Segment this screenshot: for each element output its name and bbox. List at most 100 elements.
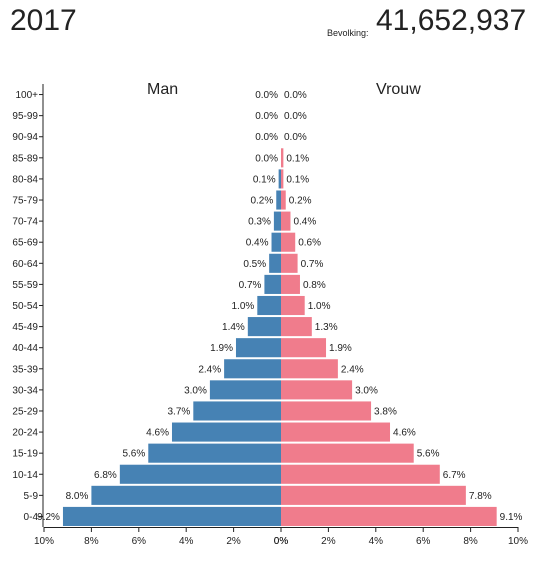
value-label-vrouw: 0.0% [284, 111, 307, 122]
x-tick-label: 10% [508, 536, 528, 547]
value-label-man: 0.0% [255, 111, 278, 122]
bar-vrouw [281, 190, 286, 210]
value-label-man: 3.0% [184, 385, 207, 396]
age-label: 5-9 [24, 491, 39, 502]
series-label-vrouw: Vrouw [376, 81, 421, 98]
age-label: 90-94 [12, 132, 38, 143]
value-label-vrouw: 4.6% [393, 428, 416, 439]
bar-vrouw [281, 380, 353, 400]
bar-vrouw [281, 148, 284, 168]
bar-vrouw [281, 485, 466, 505]
population-label: Bevolking: [327, 28, 369, 38]
value-label-man: 0.0% [255, 153, 278, 164]
age-label: 10-14 [12, 470, 38, 481]
age-label: 15-19 [12, 449, 38, 460]
x-tick-label: 6% [132, 536, 147, 547]
value-label-vrouw: 7.8% [469, 491, 492, 502]
x-tick-label: 4% [369, 536, 384, 547]
x-tick-label: 2% [226, 536, 241, 547]
value-label-man: 0.1% [253, 174, 276, 185]
age-label: 75-79 [12, 196, 38, 207]
value-label-vrouw: 6.7% [443, 470, 466, 481]
value-label-man: 1.4% [222, 322, 245, 333]
value-label-vrouw: 0.6% [298, 238, 321, 249]
x-tick-label: 10% [34, 536, 54, 547]
bar-vrouw [281, 274, 300, 294]
value-label-vrouw: 0.0% [284, 90, 307, 101]
age-label: 25-29 [12, 406, 38, 417]
age-label: 85-89 [12, 153, 38, 164]
age-label: 40-44 [12, 343, 38, 354]
value-label-vrouw: 0.1% [286, 153, 309, 164]
x-tick-label: 4% [179, 536, 194, 547]
value-label-man: 4.6% [146, 428, 169, 439]
bar-vrouw [281, 253, 298, 273]
bar-vrouw [281, 359, 338, 379]
value-label-man: 0.4% [246, 238, 269, 249]
bar-man [257, 295, 281, 316]
x-tick-label: 2% [321, 536, 336, 547]
age-label: 50-54 [12, 301, 38, 312]
bar-man [278, 169, 281, 189]
value-label-vrouw: 0.2% [289, 196, 312, 207]
value-label-man: 0.7% [239, 280, 262, 291]
age-label: 100+ [15, 90, 38, 101]
year-title: 2017 [10, 4, 77, 37]
bar-vrouw [281, 401, 372, 421]
value-label-vrouw: 5.6% [417, 449, 440, 460]
bar-man [247, 317, 281, 337]
age-label: 45-49 [12, 322, 38, 333]
value-label-man: 3.7% [168, 406, 191, 417]
bar-man [148, 443, 281, 463]
population-value: 41,652,937 [376, 4, 527, 37]
value-label-vrouw: 2.4% [341, 364, 364, 375]
bar-man [171, 422, 281, 442]
series-label-man: Man [147, 81, 178, 98]
age-label: 55-59 [12, 280, 38, 291]
bar-vrouw [281, 422, 391, 442]
bar-man [91, 485, 282, 505]
value-label-vrouw: 0.1% [286, 174, 309, 185]
bar-man [62, 506, 282, 526]
value-label-vrouw: 3.0% [355, 385, 378, 396]
value-label-man: 0.3% [248, 217, 271, 228]
value-label-man: 0.0% [255, 132, 278, 143]
bar-vrouw [281, 464, 440, 484]
bar-man [193, 401, 281, 421]
value-label-man: 1.9% [210, 343, 233, 354]
x-tick-label: 0% [274, 536, 289, 547]
value-label-man: 0.5% [243, 259, 266, 270]
value-label-vrouw: 0.7% [301, 259, 324, 270]
bar-man [271, 232, 281, 252]
bar-vrouw [281, 338, 327, 358]
bar-man [276, 190, 281, 210]
value-label-vrouw: 1.3% [315, 322, 338, 333]
value-label-man: 9.2% [37, 512, 60, 523]
bar-vrouw [281, 211, 291, 231]
x-tick-label: 8% [463, 536, 478, 547]
bar-man [119, 464, 281, 484]
value-label-man: 0.0% [255, 90, 278, 101]
bar-man [264, 274, 281, 294]
value-label-vrouw: 0.0% [284, 132, 307, 143]
bar-man [224, 359, 281, 379]
bar-vrouw [281, 506, 497, 526]
bar-vrouw [281, 169, 284, 189]
bar-vrouw [281, 295, 305, 316]
x-tick-label: 8% [84, 536, 99, 547]
value-label-vrouw: 1.9% [329, 343, 352, 354]
value-label-vrouw: 3.8% [374, 406, 397, 417]
value-label-man: 2.4% [198, 364, 221, 375]
value-label-vrouw: 1.0% [308, 301, 331, 312]
value-label-man: 8.0% [66, 491, 89, 502]
x-tick-label: 6% [416, 536, 431, 547]
bar-vrouw [281, 443, 414, 463]
value-label-man: 0.2% [250, 196, 273, 207]
x-tick-label: 0% [274, 536, 289, 547]
age-label: 30-34 [12, 385, 38, 396]
value-label-man: 5.6% [122, 449, 145, 460]
value-label-vrouw: 9.1% [500, 512, 523, 523]
value-label-vrouw: 0.8% [303, 280, 326, 291]
bar-man [209, 380, 281, 400]
